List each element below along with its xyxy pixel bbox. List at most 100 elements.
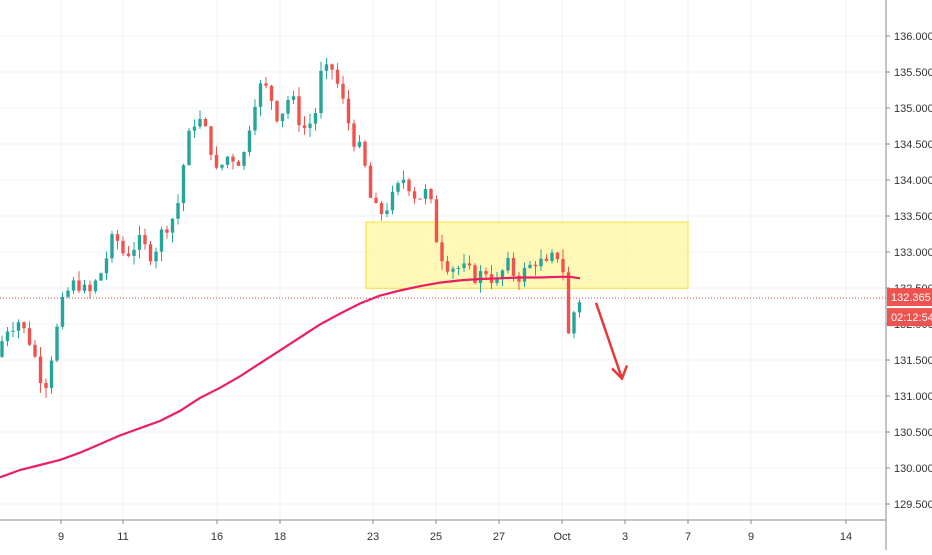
candle [577, 299, 582, 318]
candle-body [363, 141, 367, 166]
candle-body [55, 326, 59, 361]
candle-body [357, 141, 362, 147]
candle-body [104, 258, 109, 274]
candle [517, 271, 521, 291]
candle-body [297, 96, 301, 126]
candle-body [308, 123, 312, 128]
candle [506, 251, 510, 274]
candle-body [495, 279, 499, 283]
candle-body [539, 258, 543, 267]
candle [27, 321, 32, 347]
x-tick-label: 9 [748, 531, 754, 543]
x-tick-label: 27 [493, 531, 505, 543]
candle-body [555, 252, 560, 260]
candle [302, 116, 307, 135]
candle-body [313, 113, 318, 124]
candle [291, 90, 296, 105]
y-tick-label: 130.500 [894, 427, 932, 439]
candle [77, 271, 81, 294]
candle-body [319, 70, 323, 114]
candle-body [22, 322, 26, 329]
y-tick-label: 134.500 [894, 139, 932, 151]
candle-body [154, 251, 158, 262]
candle [225, 156, 230, 169]
y-tick-label: 136.000 [894, 31, 932, 43]
candle-body [253, 106, 257, 131]
candle-body [110, 234, 114, 259]
candle [357, 135, 362, 149]
candle-body [44, 383, 48, 389]
candle [379, 201, 384, 221]
candle-body [544, 258, 549, 261]
candle-body [561, 259, 565, 273]
candle [253, 99, 257, 136]
candle [258, 79, 263, 117]
candle-body [192, 126, 197, 131]
candle [346, 89, 351, 131]
candle [522, 262, 527, 288]
candle [16, 319, 21, 339]
candles [0, 57, 582, 398]
candle-body [330, 64, 334, 70]
candle-body [374, 197, 378, 204]
candle [544, 254, 549, 262]
candle [566, 266, 571, 334]
candle [275, 100, 279, 124]
candle-body [528, 264, 532, 268]
arrow-head [611, 365, 629, 381]
candle [60, 292, 65, 329]
candle-body [143, 235, 147, 245]
candle-body [346, 98, 351, 124]
candle [0, 335, 4, 359]
candle-body [82, 284, 87, 291]
candle [451, 266, 455, 280]
candle-body [231, 156, 235, 162]
candle-body [473, 265, 477, 284]
timer-label-box [887, 308, 932, 327]
candle-body [572, 312, 576, 334]
candle [533, 260, 538, 276]
candle-body [126, 253, 131, 256]
candle [247, 125, 252, 157]
candle [82, 279, 87, 294]
candle [209, 126, 213, 161]
candle-body [242, 152, 246, 166]
candle [203, 117, 208, 127]
timer-label: 02:12:54 [891, 312, 932, 324]
candle [286, 96, 290, 120]
candle [335, 63, 340, 88]
candle-body [434, 199, 439, 243]
candle-body [341, 83, 345, 99]
candle [231, 153, 235, 170]
candle [341, 75, 345, 104]
candle [418, 198, 422, 200]
candle [390, 185, 395, 215]
y-tick-label: 131.500 [894, 355, 932, 367]
candle-body [291, 96, 296, 100]
candle-body [533, 264, 538, 267]
candle-body [401, 179, 406, 184]
candle [104, 251, 109, 280]
candle-body [280, 113, 285, 122]
candle [445, 255, 450, 275]
candle [110, 230, 114, 263]
y-tick-label: 135.000 [894, 103, 932, 115]
candle [198, 110, 202, 129]
candle-body [5, 331, 10, 342]
candle-body [269, 85, 274, 101]
candle [363, 140, 367, 168]
candle [473, 263, 477, 285]
candle [148, 240, 153, 266]
candle [66, 287, 70, 299]
candle-body [484, 271, 488, 275]
candle-body [170, 218, 175, 233]
candle-body [16, 322, 21, 331]
candle [467, 255, 472, 270]
candle-body [462, 263, 466, 269]
candle-body [137, 235, 142, 250]
y-tick-label: 133.000 [894, 247, 932, 259]
x-tick-label: 16 [211, 531, 223, 543]
